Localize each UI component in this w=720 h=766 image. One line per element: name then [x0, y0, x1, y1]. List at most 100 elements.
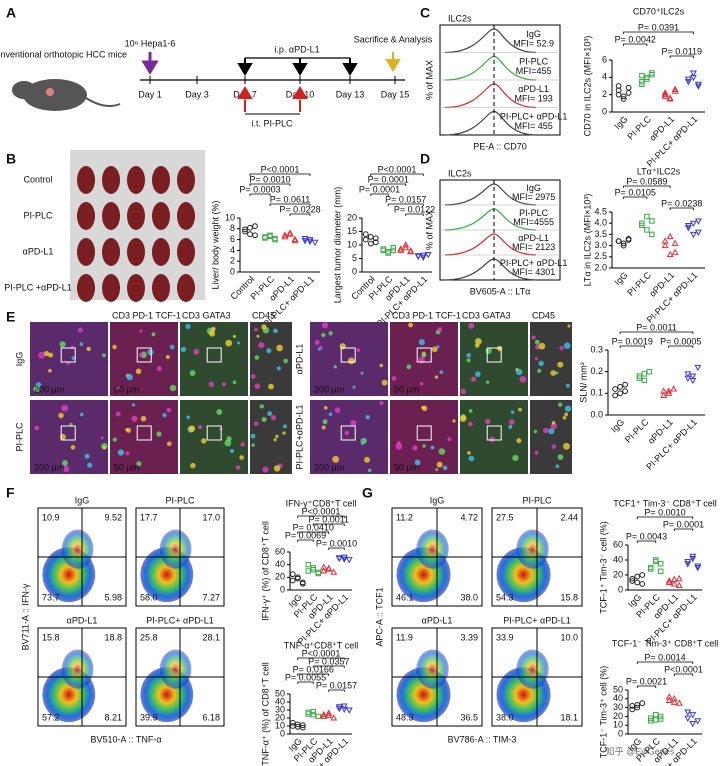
cell-dot	[518, 407, 522, 412]
data-point	[320, 710, 328, 718]
data-point	[247, 224, 253, 231]
plot-title: TCF-1⁻ Tim-3⁺ CD8⁺T cell	[612, 638, 719, 648]
cell-dot	[557, 402, 563, 407]
cell-dot	[551, 421, 556, 425]
track-name: αPD-L1	[518, 233, 549, 243]
data-point	[252, 232, 258, 239]
cell-dot	[273, 328, 278, 334]
data-point	[615, 83, 622, 89]
cell-dot	[70, 345, 75, 350]
cell-dot	[34, 425, 40, 431]
sig-bracket	[669, 55, 694, 58]
cell-dot	[434, 375, 439, 379]
y-tick-label: 0	[618, 584, 623, 594]
cell-dot	[550, 422, 558, 430]
data-point	[325, 711, 333, 719]
data-point	[305, 711, 311, 717]
arrow-black	[237, 58, 253, 76]
cell-dot	[484, 418, 491, 425]
y-tick-label: 6	[602, 54, 607, 64]
cell-dot	[538, 360, 544, 367]
liver-photo	[102, 202, 120, 230]
y-tick-label: 2	[602, 89, 607, 99]
cell-dot	[232, 380, 237, 385]
quadrant-value: 17.0	[202, 512, 220, 522]
data-point	[305, 709, 311, 716]
sig-bracket	[387, 203, 424, 206]
cell-dot	[126, 373, 133, 381]
roi-box	[206, 425, 222, 441]
data-point	[340, 706, 348, 714]
cell-dot	[48, 368, 52, 373]
cell-dot	[79, 412, 84, 417]
p-value: P= 0.0238	[661, 198, 702, 208]
cell-dot	[468, 455, 475, 462]
data-point	[671, 248, 679, 255]
cell-dot	[237, 341, 241, 345]
cell-dot	[559, 345, 564, 351]
x-tick-label: IgG	[612, 114, 629, 131]
cell-dot	[169, 344, 175, 350]
data-point	[694, 229, 702, 237]
cell-dot	[225, 339, 233, 347]
cell-dot	[548, 428, 555, 435]
p-value: P= 0.0391	[638, 22, 679, 32]
data-point	[385, 249, 391, 255]
data-point	[320, 712, 328, 719]
data-point	[617, 383, 624, 390]
roi-box	[340, 425, 356, 441]
data-point	[636, 375, 643, 381]
roi-box	[416, 425, 432, 441]
cell-dot	[485, 347, 492, 355]
cell-dot	[344, 430, 350, 436]
data-point	[675, 699, 683, 706]
track-mfi: MFI=455	[516, 66, 552, 76]
panel-label: C	[420, 5, 430, 21]
flow-title: IgG	[75, 495, 90, 505]
y-tick-label: 40	[275, 559, 285, 569]
data-point	[424, 251, 432, 259]
cell-dot	[186, 415, 191, 420]
cell-dot	[395, 442, 403, 450]
flow-density	[159, 529, 192, 569]
data-point	[694, 563, 702, 570]
x-tick-label: IgG	[609, 417, 626, 434]
data-point	[684, 76, 692, 83]
data-point	[625, 84, 632, 91]
cell-dot	[452, 419, 456, 423]
sig-bracket	[623, 43, 648, 46]
data-point	[661, 237, 669, 244]
track-mfi: MFI= 2123	[512, 242, 555, 252]
cell-dot	[485, 380, 490, 384]
cell-dot	[282, 431, 286, 435]
data-point	[689, 712, 697, 719]
cell-dot	[534, 357, 538, 361]
cell-dot	[208, 381, 214, 387]
row-label: αPD-L1	[23, 246, 54, 256]
data-point	[684, 375, 692, 383]
y-tick-label: 10	[347, 239, 357, 249]
data-point	[684, 561, 692, 568]
micrograph	[180, 400, 248, 474]
y-axis-label: TNF-α⁺ (%) of CD8⁺T cell	[260, 662, 270, 766]
quadrant-value: 54.3	[496, 592, 514, 602]
day-label: Day 3	[185, 89, 209, 99]
y-tick-label: 0	[352, 266, 357, 276]
cell-dot	[381, 379, 388, 386]
cell-dot	[421, 352, 427, 358]
cell-dot	[508, 419, 515, 425]
cell-dot	[270, 414, 277, 421]
cell-dot	[38, 351, 46, 359]
data-point	[689, 553, 697, 561]
y-tick-label: 20	[613, 569, 623, 579]
arrow-black	[342, 58, 358, 76]
cell-dot	[79, 342, 84, 346]
data-point	[311, 239, 319, 247]
sig-bracket	[370, 173, 424, 176]
p-value: P= 0.0157	[385, 194, 426, 204]
flow-title: αPD-L1	[422, 615, 453, 625]
data-point	[289, 577, 296, 584]
data-point	[281, 233, 289, 240]
cell-dot	[534, 339, 540, 345]
liver-photo	[177, 238, 195, 266]
